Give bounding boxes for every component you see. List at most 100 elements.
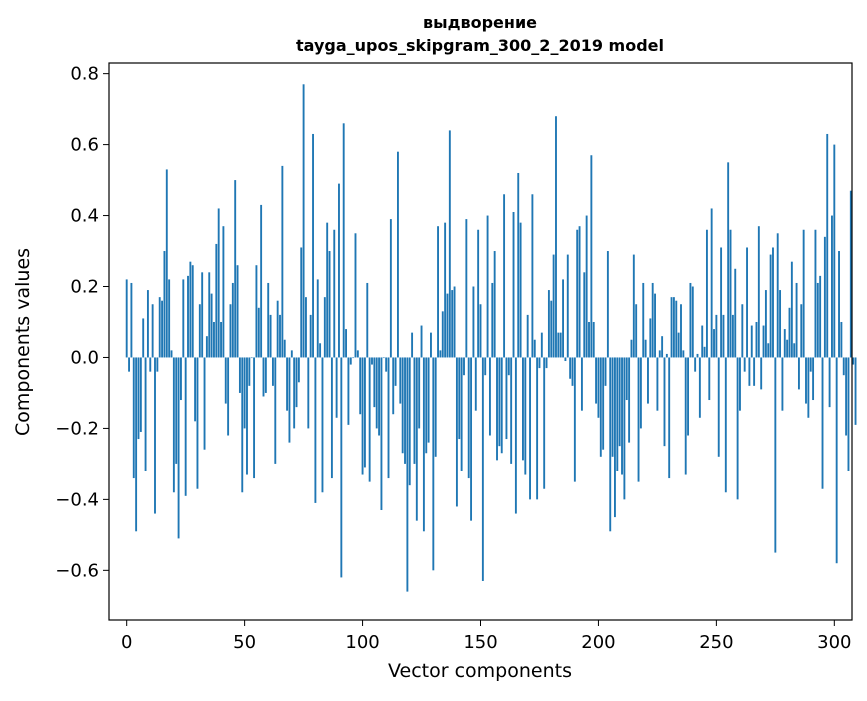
bar (333, 229, 336, 358)
bar (399, 357, 402, 404)
bar (658, 350, 661, 358)
bar (463, 357, 465, 376)
bar (724, 357, 727, 493)
bar (238, 357, 241, 393)
bar (599, 357, 602, 457)
bar (175, 357, 178, 464)
y-tick-label: 0.6 (70, 135, 99, 156)
bar (677, 332, 680, 358)
bar (205, 336, 208, 358)
y-tick-label: −0.4 (55, 489, 99, 510)
bar (248, 357, 251, 386)
bar (363, 357, 366, 468)
bar (722, 314, 725, 358)
bar (557, 332, 560, 358)
bar (668, 357, 671, 479)
bar (215, 243, 218, 358)
bar (347, 357, 350, 425)
bar (302, 84, 305, 358)
bar (158, 297, 161, 358)
bar (474, 357, 477, 411)
bar (208, 272, 211, 358)
bar (807, 357, 810, 418)
bar (675, 300, 678, 358)
bar (446, 293, 449, 358)
bar (319, 343, 322, 358)
bar (359, 357, 362, 415)
bar (764, 290, 767, 358)
bar (703, 346, 706, 358)
bar (743, 357, 746, 372)
bar (441, 311, 444, 358)
bar (130, 282, 133, 358)
bar (177, 357, 180, 539)
bar (507, 357, 510, 376)
bar (236, 265, 239, 358)
bar (606, 251, 609, 358)
bar (750, 325, 753, 358)
bar (338, 183, 340, 358)
bar (526, 314, 529, 358)
bar (604, 357, 607, 386)
bar (814, 229, 817, 358)
bar (705, 229, 708, 358)
bar (583, 272, 586, 358)
x-tick-label: 50 (233, 632, 256, 653)
bar (545, 357, 548, 369)
bar (387, 357, 390, 479)
bar (519, 222, 522, 358)
bar (380, 357, 383, 511)
bar (182, 279, 185, 358)
bar (279, 314, 281, 358)
bar (165, 169, 168, 358)
bar (455, 357, 458, 507)
bar (569, 357, 572, 379)
bar (573, 357, 576, 482)
bar (828, 357, 831, 408)
bar (394, 357, 397, 386)
bar (229, 304, 232, 358)
bar (503, 194, 506, 358)
bar (349, 357, 352, 365)
bar (611, 357, 614, 457)
bar (340, 357, 343, 578)
x-axis-ticks: 0 50 100 150 200 250 300 (121, 620, 851, 653)
bar (755, 321, 758, 358)
bar (413, 357, 416, 464)
y-axis-label: Components values (12, 248, 34, 436)
bar (713, 329, 715, 358)
bar (356, 350, 359, 358)
bar (816, 282, 819, 358)
bar (845, 357, 848, 436)
bar (288, 357, 291, 443)
bar (621, 357, 623, 475)
bar (540, 332, 543, 358)
bar (243, 357, 246, 429)
bar (323, 297, 326, 358)
y-axis-ticks: −0.6 −0.4 −0.2 0.0 0.2 0.4 0.6 0.8 (55, 64, 109, 581)
bar (783, 329, 786, 358)
bar (132, 357, 135, 479)
bar (672, 297, 675, 358)
bar (246, 357, 248, 475)
bar (198, 304, 201, 358)
y-tick-label: 0.0 (70, 347, 99, 368)
bar (262, 357, 265, 397)
bar (597, 357, 600, 418)
y-tick-label: −0.6 (55, 560, 99, 581)
bar (576, 229, 579, 358)
bar (432, 357, 435, 571)
x-tick-label: 150 (463, 632, 497, 653)
x-tick-label: 300 (817, 632, 851, 653)
bar (373, 357, 376, 408)
bar (651, 282, 654, 358)
bar (698, 357, 701, 418)
bar (328, 251, 331, 358)
bar (647, 357, 649, 404)
bar (312, 133, 314, 358)
bar (536, 357, 539, 500)
bar (496, 357, 498, 461)
bar (253, 357, 256, 479)
bar (687, 357, 690, 436)
bar (538, 357, 541, 369)
